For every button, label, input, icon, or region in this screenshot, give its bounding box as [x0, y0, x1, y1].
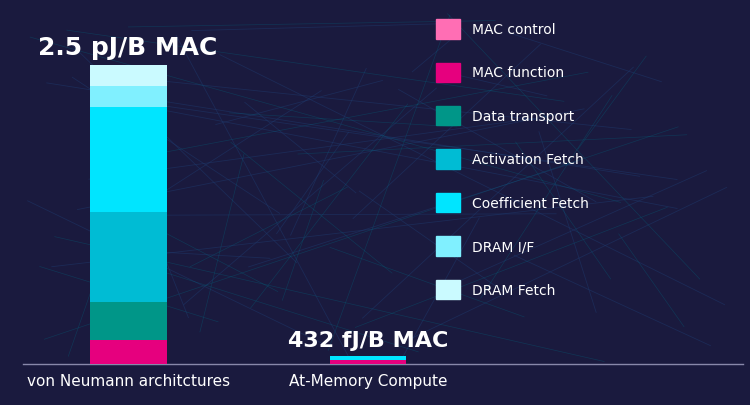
Text: Activation Fetch: Activation Fetch: [472, 153, 584, 167]
Bar: [90, 302, 166, 341]
Bar: [436, 64, 460, 83]
Bar: [436, 107, 460, 126]
Text: Coefficient Fetch: Coefficient Fetch: [472, 196, 590, 210]
Bar: [330, 356, 406, 360]
Bar: [90, 108, 166, 212]
Bar: [436, 280, 460, 299]
Bar: [330, 360, 406, 364]
Text: Data transport: Data transport: [472, 109, 574, 124]
Bar: [436, 194, 460, 213]
Text: 2.5 pJ/B MAC: 2.5 pJ/B MAC: [38, 36, 218, 60]
Bar: [436, 150, 460, 169]
Text: DRAM I/F: DRAM I/F: [472, 239, 535, 254]
Text: 432 fJ/B MAC: 432 fJ/B MAC: [288, 330, 448, 350]
Bar: [90, 212, 166, 302]
Bar: [90, 66, 166, 87]
Text: MAC function: MAC function: [472, 66, 565, 80]
Bar: [90, 87, 166, 108]
Bar: [436, 237, 460, 256]
Text: DRAM Fetch: DRAM Fetch: [472, 283, 556, 297]
Text: MAC control: MAC control: [472, 23, 556, 37]
Bar: [90, 341, 166, 364]
Bar: [436, 20, 460, 39]
